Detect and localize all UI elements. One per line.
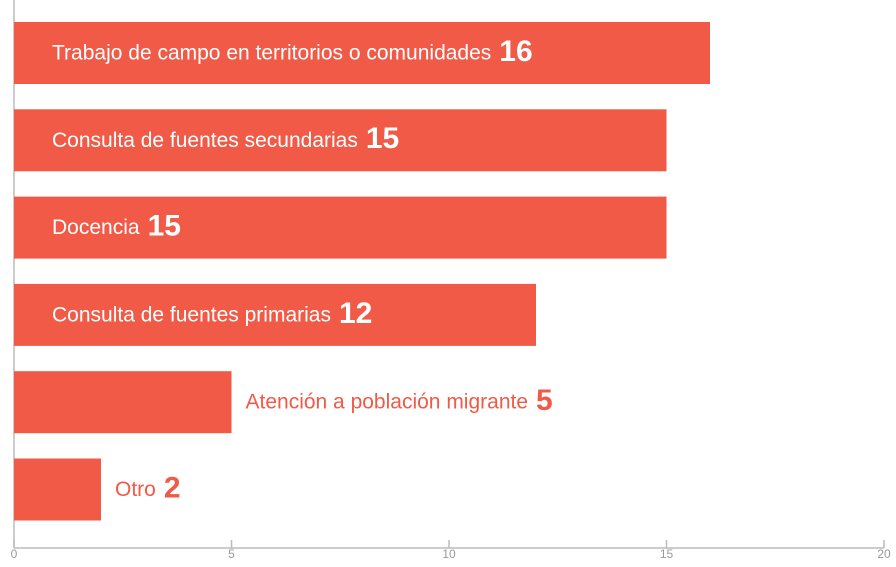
bar [14, 371, 232, 434]
bar [14, 283, 536, 346]
value-label: 5 [536, 384, 553, 417]
bar [14, 458, 101, 521]
value-label: 16 [499, 35, 532, 68]
x-tick-label: 10 [442, 547, 456, 561]
value-label: 12 [339, 297, 372, 330]
bar [14, 109, 667, 172]
bar [14, 22, 710, 84]
bar [14, 196, 667, 259]
x-tick-label: 15 [660, 547, 674, 561]
bar-label: Docencia [52, 216, 140, 239]
x-tick-label: 5 [228, 547, 235, 561]
bar-label: Atención a población migrante [246, 391, 529, 414]
x-tick-label: 0 [11, 547, 18, 561]
bar-label: Consulta de fuentes secundarias [52, 129, 358, 152]
value-label: 15 [366, 122, 399, 155]
x-tick-label: 20 [877, 547, 891, 561]
value-label: 2 [164, 471, 181, 504]
bar-label: Consulta de fuentes primarias [52, 303, 331, 326]
bar-label: Otro [115, 478, 156, 501]
bar-label: Trabajo de campo en territorios o comuni… [52, 42, 491, 65]
value-label: 15 [148, 210, 181, 243]
